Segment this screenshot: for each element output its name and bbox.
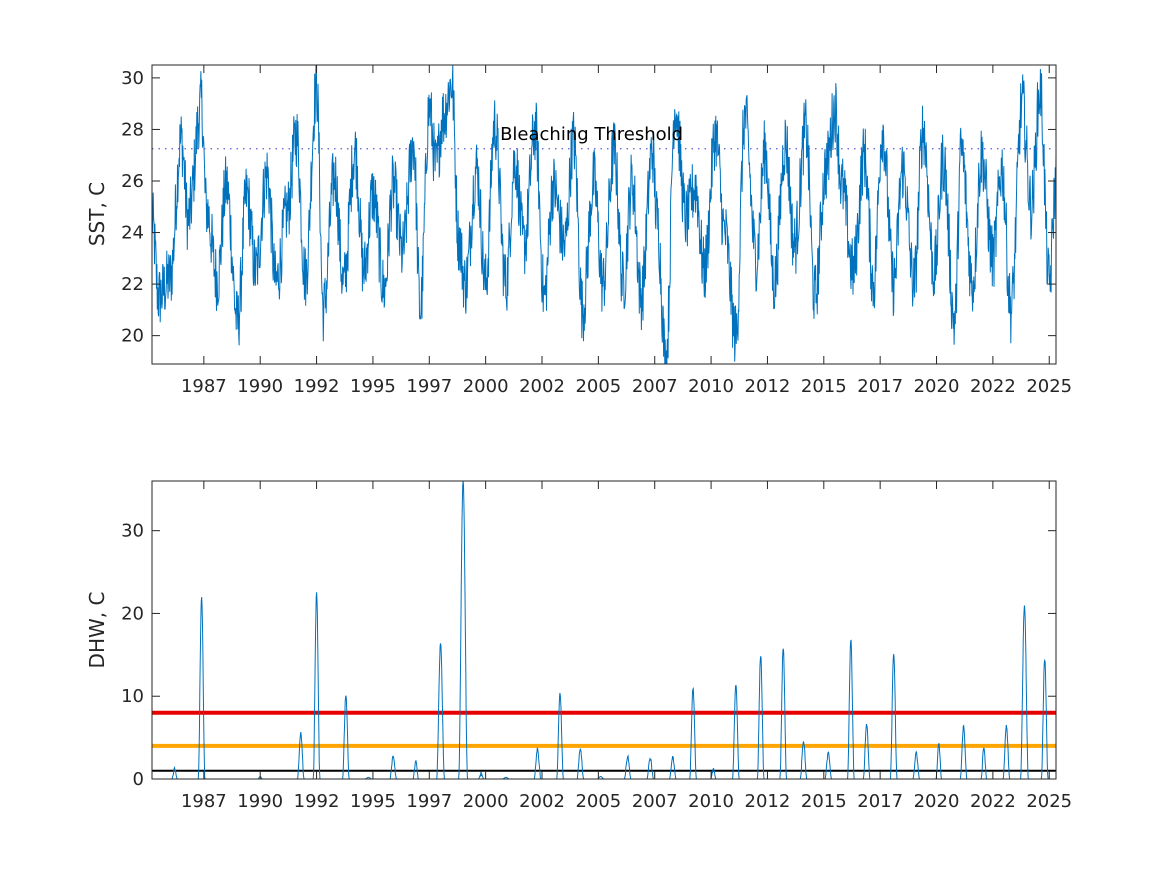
x-tick-label: 1992 (294, 376, 340, 397)
dhw-y-axis-label: DHW, C (85, 592, 109, 669)
sst-y-axis-label: SST, C (85, 182, 109, 246)
x-tick-label: 2017 (857, 376, 903, 397)
x-tick-label: 1987 (181, 791, 227, 812)
x-tick-label: 2015 (801, 376, 847, 397)
x-tick-label: 2015 (801, 791, 847, 812)
x-tick-label: 1987 (181, 376, 227, 397)
x-tick-label: 2002 (519, 376, 565, 397)
x-tick-label: 1990 (237, 376, 283, 397)
sst-series-layer (151, 64, 1057, 365)
x-tick-label: 1990 (237, 791, 283, 812)
x-tick-label: 2007 (632, 791, 678, 812)
x-tick-label: 1995 (350, 791, 396, 812)
x-tick-label: 2005 (575, 791, 621, 812)
bleaching-threshold-annotation: Bleaching Threshold (500, 124, 683, 145)
x-tick-label: 2010 (688, 791, 734, 812)
x-tick-label: 2022 (970, 376, 1016, 397)
y-tick-label: 0 (133, 769, 144, 790)
x-tick-label: 2022 (970, 791, 1016, 812)
y-tick-label: 28 (121, 119, 144, 140)
dhw-y-ticks: 0 10 20 30 (121, 521, 1056, 790)
sst-plot-area (152, 65, 1056, 364)
sst-axes-box (151, 64, 1057, 365)
x-tick-label: 2000 (463, 376, 509, 397)
x-tick-label: 2012 (745, 376, 791, 397)
sst-y-ticks: 20 22 24 26 28 30 (121, 68, 1056, 347)
y-tick-label: 30 (121, 521, 144, 542)
y-tick-label: 10 (121, 686, 144, 707)
dhw-panel: 1987 1990 1992 1995 1997 2000 2002 2005 2007 2010… (85, 480, 1072, 812)
x-tick-label: 2007 (632, 376, 678, 397)
dhw-x-ticks: 1987 1990 1992 1995 1997 2000 2002 2005 2007 2010… (181, 481, 1072, 812)
x-tick-label: 2000 (463, 791, 509, 812)
x-tick-label: 2012 (745, 791, 791, 812)
y-tick-label: 24 (121, 223, 144, 244)
y-tick-label: 20 (121, 603, 144, 624)
x-tick-label: 2025 (1026, 791, 1072, 812)
x-tick-label: 1992 (294, 791, 340, 812)
x-tick-label: 1997 (406, 376, 452, 397)
x-tick-label: 2010 (688, 376, 734, 397)
dhw-plot-area (152, 481, 1056, 779)
sst-x-ticks: 1987 1990 1992 1995 1997 2000 2002 2005 2007 2010… (181, 65, 1072, 397)
x-tick-label: 2017 (857, 791, 903, 812)
dhw-axes-box (151, 480, 1057, 780)
sst-line (151, 64, 1057, 365)
y-tick-label: 26 (121, 171, 144, 192)
y-tick-label: 30 (121, 68, 144, 89)
x-tick-label: 2002 (519, 791, 565, 812)
x-tick-label: 1997 (406, 791, 452, 812)
x-tick-label: 1995 (350, 376, 396, 397)
y-tick-label: 20 (121, 326, 144, 347)
y-tick-label: 22 (121, 274, 144, 295)
sst-panel: Bleaching Threshold 1987 1990 1992 1995 1997… (85, 64, 1072, 397)
x-tick-label: 2005 (575, 376, 621, 397)
x-tick-label: 2020 (914, 376, 960, 397)
x-tick-label: 2025 (1026, 376, 1072, 397)
x-tick-label: 2020 (914, 791, 960, 812)
